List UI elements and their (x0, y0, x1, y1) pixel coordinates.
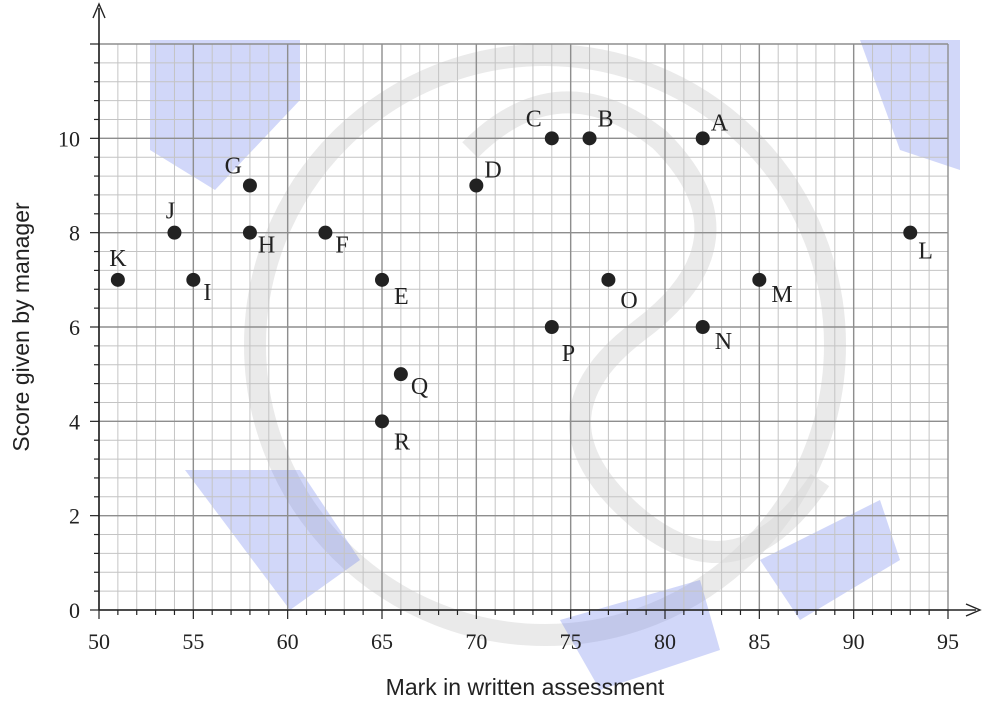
x-tick-label: 90 (843, 629, 865, 654)
data-point-a (695, 131, 710, 146)
point-label-d: D (484, 158, 501, 184)
data-point-f (318, 225, 333, 240)
x-tick-label: 65 (371, 629, 393, 654)
x-tick-label: 75 (560, 629, 582, 654)
point-label-m: M (771, 282, 792, 308)
x-tick-label: 70 (465, 629, 487, 654)
point-label-j: J (166, 199, 175, 225)
data-point-h (242, 225, 257, 240)
y-tick-label: 6 (69, 315, 80, 340)
y-tick-label: 2 (69, 504, 80, 529)
point-label-h: H (258, 233, 275, 259)
point-label-q: Q (411, 374, 428, 400)
data-points: A B CD E F G H I J K L M N O P Q R (109, 106, 933, 455)
point-label-f: F (335, 233, 348, 259)
point-label-b: B (598, 106, 614, 132)
point-label-l: L (918, 239, 933, 265)
point-label-c: C (526, 106, 542, 132)
x-tick-label: 55 (182, 629, 204, 654)
x-tick-label: 80 (654, 629, 676, 654)
data-point-n (695, 320, 710, 334)
y-tick-label: 8 (69, 221, 80, 246)
y-tick-labels: 0 2 4 6 8 10 (58, 126, 80, 623)
x-tick-label: 50 (88, 629, 110, 654)
point-label-n: N (715, 329, 732, 355)
data-point-p (544, 320, 559, 334)
y-axis-arrow (92, 2, 106, 19)
point-label-i: I (203, 280, 211, 306)
x-tick-labels: 50 55 60 65 70 75 80 85 90 95 (88, 629, 959, 654)
x-axis-arrow (965, 603, 982, 617)
data-point-q (393, 367, 408, 382)
data-point-m (752, 272, 767, 287)
data-point-i (186, 272, 201, 287)
data-point-l (903, 225, 918, 240)
data-point-k (110, 272, 125, 287)
point-label-r: R (394, 429, 410, 455)
point-label-o: O (620, 288, 637, 314)
data-point-e (375, 272, 389, 287)
point-label-a: A (711, 110, 729, 136)
x-tick-label: 60 (277, 629, 299, 654)
y-axis-title: Score given by manager (8, 202, 34, 452)
data-point-r (375, 414, 389, 429)
data-point-d (469, 178, 484, 193)
point-label-g: G (225, 154, 242, 180)
y-tick-label: 4 (69, 409, 80, 434)
x-tick-label: 95 (937, 629, 959, 654)
watermark-logo (150, 40, 960, 690)
point-label-p: P (562, 341, 575, 367)
axes (90, 2, 982, 619)
point-label-k: K (109, 246, 127, 272)
y-tick-label: 0 (69, 598, 80, 623)
x-tick-label: 85 (748, 629, 770, 654)
y-tick-label: 10 (58, 126, 80, 151)
data-point-g (242, 178, 257, 193)
data-point-j (167, 225, 182, 240)
point-label-e: E (394, 284, 409, 310)
data-point-c (544, 131, 559, 146)
data-point-o (601, 272, 616, 287)
x-axis-title: Mark in written assessment (386, 674, 665, 700)
data-point-b (582, 131, 597, 146)
